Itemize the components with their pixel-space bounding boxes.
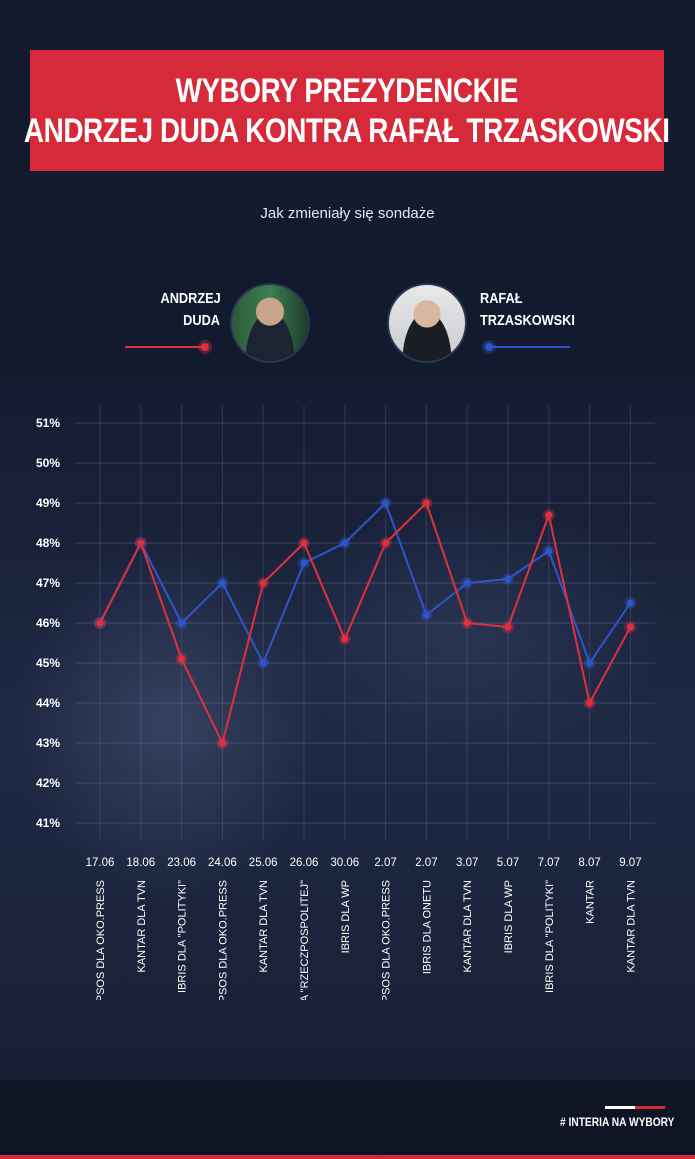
y-tick-label: 46%: [36, 616, 60, 630]
data-point: [218, 739, 226, 747]
legend-dot-left: [201, 343, 209, 351]
watermark-bar-red: [635, 1106, 665, 1109]
data-point: [218, 579, 226, 587]
data-point: [463, 619, 471, 627]
x-pollster-label: IBRIS DLA "POLITYKI": [177, 880, 189, 993]
series-line: [99, 502, 632, 664]
x-date-label: 7.07: [538, 857, 560, 869]
data-point: [545, 547, 553, 555]
candidate-right-name: RAFAŁ TRZASKOWSKI: [480, 288, 575, 332]
data-point: [300, 539, 308, 547]
candidate-right-avatar: [387, 283, 467, 363]
y-tick-label: 45%: [36, 656, 60, 670]
x-date-label: 17.06: [86, 857, 115, 869]
x-pollster-label: IPSOS DLA OKO.PRESS: [95, 880, 107, 1000]
y-tick-label: 41%: [36, 816, 60, 830]
x-date-label: 9.07: [619, 857, 641, 869]
title-banner: WYBORY PREZYDENCKIE ANDRZEJ DUDA KONTRA …: [24, 50, 670, 171]
data-point: [96, 619, 104, 627]
data-point: [341, 635, 349, 643]
footer-band: [0, 1080, 695, 1159]
legend-line-left: [125, 346, 205, 348]
x-pollster-label: IPSOS DLA OKO.PRESS: [381, 880, 393, 1000]
y-tick-label: 44%: [36, 696, 60, 710]
title-line-1: WYBORY PREZYDENCKIE: [175, 71, 519, 110]
watermark-bar-white: [605, 1106, 635, 1109]
x-pollster-label: KANTAR DLA TVN: [258, 880, 270, 973]
y-tick-label: 48%: [36, 536, 60, 550]
poll-line-chart: 51% 50% 49% 48% 47% 46% 45% 44% 43% 42% 41% 17.06 IP…: [36, 405, 655, 1000]
x-date-label: 8.07: [578, 857, 600, 869]
data-point: [586, 699, 594, 707]
data-point: [422, 499, 430, 507]
x-pollster-label: KANTAR DLA TVN: [136, 880, 148, 973]
x-pollster-label: IPSOS DLA OKO.PRESS: [217, 880, 229, 1000]
x-pollster-label: KANTAR DLA TVN: [625, 880, 637, 973]
data-point: [178, 655, 186, 663]
legend-dot-right: [485, 343, 493, 351]
x-pollster-label: KANTAR DLA TVN: [462, 880, 474, 973]
candidate-left-first: ANDRZEJ: [160, 290, 221, 307]
candidate-left-name: ANDRZEJ DUDA: [161, 288, 221, 332]
y-tick-label: 42%: [36, 776, 60, 790]
x-pollster-label: IBRIS DLA WP: [503, 880, 515, 953]
candidate-right-first: RAFAŁ: [480, 290, 523, 307]
x-date-label: 18.06: [126, 857, 155, 869]
data-point: [178, 619, 186, 627]
x-date-label: 25.06: [249, 857, 278, 869]
y-tick-label: 51%: [36, 416, 60, 430]
title-line-2: ANDRZEJ DUDA KONTRA RAFAŁ TRZASKOWSKI: [24, 111, 670, 150]
background-photo: [0, 380, 695, 1159]
data-point: [422, 611, 430, 619]
x-date-label: 26.06: [290, 857, 319, 869]
x-pollster-label: IBRIS DLA "POLITYKI": [544, 880, 556, 993]
legend-line-right: [488, 346, 570, 348]
x-date-label: 24.06: [208, 857, 237, 869]
data-point: [259, 579, 267, 587]
subtitle: Jak zmieniały się sondaże: [260, 205, 435, 222]
x-date-label: 2.07: [374, 857, 396, 869]
data-point: [504, 575, 512, 583]
x-date-label: 3.07: [456, 857, 478, 869]
candidate-right-last: TRZASKOWSKI: [480, 312, 575, 329]
x-pollster-label: IBRIS DLA "RZECZPOSPOLITEJ": [299, 880, 311, 1000]
data-point: [504, 623, 512, 631]
data-point: [545, 511, 553, 519]
y-tick-label: 49%: [36, 496, 60, 510]
series-line: [99, 502, 632, 744]
data-point: [137, 539, 145, 547]
data-point: [463, 579, 471, 587]
x-date-label: 2.07: [415, 857, 437, 869]
data-point: [382, 499, 390, 507]
candidate-left-avatar: [230, 283, 310, 363]
x-date-label: 5.07: [497, 857, 519, 869]
data-point: [300, 559, 308, 567]
candidate-left-last: DUDA: [183, 312, 220, 329]
data-point: [259, 659, 267, 667]
x-pollster-label: IBRIS DLA ONETU: [421, 880, 433, 974]
data-point: [382, 539, 390, 547]
y-tick-label: 50%: [36, 456, 60, 470]
x-pollster-label: IBRIS DLA WP: [340, 880, 352, 953]
y-tick-label: 47%: [36, 576, 60, 590]
x-date-label: 30.06: [330, 857, 359, 869]
data-point: [586, 659, 594, 667]
footer-accent-line: [0, 1155, 695, 1159]
watermark: # INTERIA NA WYBORY: [560, 1115, 675, 1129]
x-pollster-label: KANTAR: [585, 880, 597, 924]
x-date-label: 23.06: [167, 857, 196, 869]
data-point: [626, 599, 634, 607]
data-point: [626, 623, 634, 631]
y-tick-label: 43%: [36, 736, 60, 750]
data-point: [341, 539, 349, 547]
